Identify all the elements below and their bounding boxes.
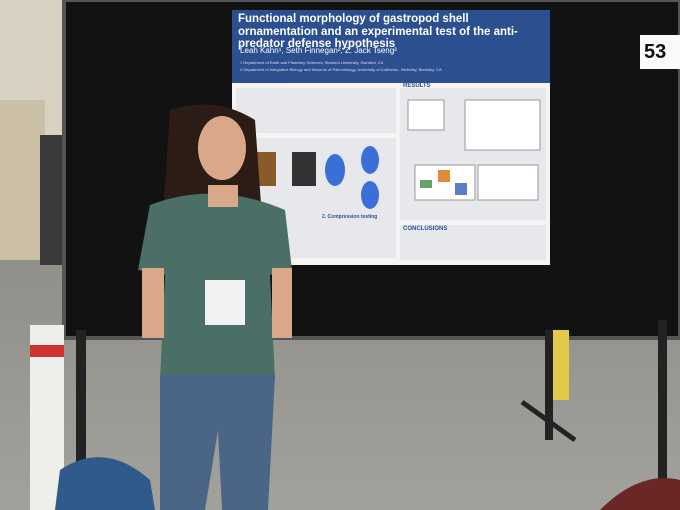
shell-model bbox=[361, 146, 379, 174]
figure bbox=[477, 164, 539, 201]
neck bbox=[208, 185, 238, 207]
figure bbox=[464, 99, 541, 151]
arm bbox=[142, 268, 164, 338]
board-foot bbox=[520, 399, 577, 443]
figure-box bbox=[455, 183, 467, 195]
intro-panel bbox=[236, 88, 396, 133]
shell-image bbox=[292, 152, 316, 186]
section-heading: INTRODUCTION bbox=[240, 78, 286, 84]
board-frame bbox=[62, 0, 680, 340]
face bbox=[198, 116, 246, 180]
jeans bbox=[160, 375, 275, 510]
board-leg bbox=[545, 330, 553, 440]
figure-box bbox=[438, 170, 450, 182]
stone-wall bbox=[0, 100, 45, 260]
shell-model bbox=[325, 154, 345, 186]
affiliation: 1 Department of Earth and Planetary Scie… bbox=[240, 60, 384, 65]
section-heading: CONCLUSIONS bbox=[403, 226, 448, 232]
poster-title: Functional morphology of gastropod shell… bbox=[238, 13, 518, 51]
board-leg bbox=[76, 330, 86, 470]
bag bbox=[600, 478, 680, 510]
poster-authors: Leah Kahn¹, Seth Finnegan², Z. Jack Tsen… bbox=[240, 46, 397, 55]
figure bbox=[407, 99, 445, 131]
number-card bbox=[640, 35, 680, 69]
backpack bbox=[55, 457, 155, 510]
section-heading: RESULTS bbox=[403, 83, 431, 89]
yellow-post bbox=[553, 330, 569, 400]
board-number: 53 bbox=[644, 41, 667, 63]
arm bbox=[272, 268, 292, 338]
affiliation: 2 Department of Integrative Biology and … bbox=[240, 67, 442, 72]
section-heading: 2. Compression testing bbox=[322, 214, 378, 220]
shell-model bbox=[361, 181, 379, 209]
board-leg bbox=[658, 320, 667, 480]
bollard-band bbox=[30, 345, 64, 357]
conclusions-panel bbox=[400, 225, 546, 260]
poster-header bbox=[232, 10, 550, 83]
badge bbox=[205, 280, 245, 325]
figure-box bbox=[420, 180, 432, 188]
